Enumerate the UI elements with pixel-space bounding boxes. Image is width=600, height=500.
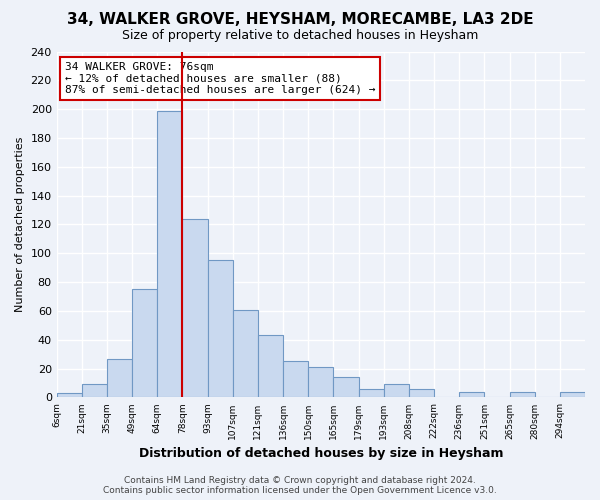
Bar (459, 392, 484, 398)
Bar (308, 367, 334, 398)
Bar (233, 310, 258, 398)
Text: Contains HM Land Registry data © Crown copyright and database right 2024.
Contai: Contains HM Land Registry data © Crown c… (103, 476, 497, 495)
Bar (182, 218, 208, 398)
Bar (107, 358, 132, 398)
Text: 34, WALKER GROVE, HEYSHAM, MORECAMBE, LA3 2DE: 34, WALKER GROVE, HEYSHAM, MORECAMBE, LA… (67, 12, 533, 28)
Text: 34 WALKER GROVE: 76sqm
← 12% of detached houses are smaller (88)
87% of semi-det: 34 WALKER GROVE: 76sqm ← 12% of detached… (65, 62, 375, 95)
Bar (334, 378, 359, 398)
Bar (258, 336, 283, 398)
Y-axis label: Number of detached properties: Number of detached properties (15, 137, 25, 312)
Bar (157, 110, 182, 398)
Bar (208, 260, 233, 398)
Bar (384, 384, 409, 398)
Bar (56, 393, 82, 398)
Bar (82, 384, 107, 398)
Bar (132, 290, 157, 398)
Bar (409, 389, 434, 398)
Bar (509, 392, 535, 398)
Bar (359, 389, 384, 398)
Bar (560, 392, 585, 398)
X-axis label: Distribution of detached houses by size in Heysham: Distribution of detached houses by size … (139, 447, 503, 460)
Bar (283, 362, 308, 398)
Text: Size of property relative to detached houses in Heysham: Size of property relative to detached ho… (122, 29, 478, 42)
